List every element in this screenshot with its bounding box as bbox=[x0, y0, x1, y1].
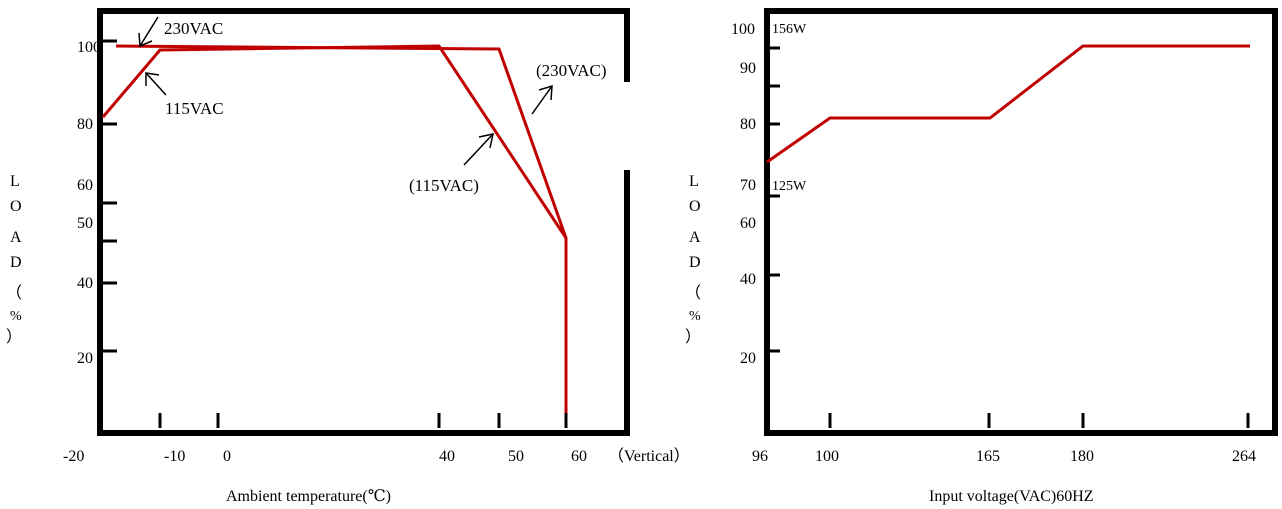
series-115vac-line bbox=[101, 44, 568, 239]
right-y-axis-label: L O A D （ % ） bbox=[685, 173, 701, 346]
left-x-ticks bbox=[158, 413, 568, 428]
right-y-ticks bbox=[767, 46, 780, 353]
right-x-tick-labels: 96 100 165 180 264 bbox=[752, 448, 1256, 465]
left-chart-frame bbox=[97, 8, 630, 436]
annotation-115vac: 115VAC bbox=[165, 99, 224, 118]
right-x-tick-label: 100 bbox=[815, 448, 839, 465]
left-y-label-char: （ bbox=[6, 284, 22, 302]
left-x-tick-label: -20 bbox=[63, 448, 84, 465]
right-y-label-char: （ bbox=[685, 284, 701, 302]
right-series-lines bbox=[766, 44, 1250, 164]
left-y-tick-label: 50 bbox=[77, 215, 93, 232]
left-y-label-char: ） bbox=[6, 328, 22, 346]
right-y-tick-label: 90 bbox=[740, 60, 756, 77]
left-y-label-char: D bbox=[10, 254, 22, 271]
arrow-icon bbox=[463, 133, 494, 166]
annotation-230vac-paren: (230VAC) bbox=[536, 61, 607, 80]
left-y-tick-label: 80 bbox=[77, 116, 93, 133]
left-annotations: 230VAC 115VAC (230VAC) (115VAC) bbox=[164, 19, 607, 195]
left-x-tick-label: 60 bbox=[571, 448, 587, 465]
right-chart: 100 90 80 70 60 40 20 96 100 165 180 264… bbox=[685, 8, 1278, 505]
right-y-tick-label: 80 bbox=[740, 116, 756, 133]
right-x-tick-label: 165 bbox=[976, 448, 1000, 465]
annotation-156w: 156W bbox=[772, 22, 807, 37]
left-y-tick-label: 40 bbox=[77, 275, 93, 292]
right-x-axis-label: Input voltage(VAC)60HZ bbox=[929, 488, 1094, 505]
left-y-tick-label: 20 bbox=[77, 350, 93, 367]
right-x-tick-label: 180 bbox=[1070, 448, 1094, 465]
arrow-icon bbox=[138, 16, 159, 48]
left-x-tick-label: （Vertical） bbox=[608, 447, 690, 465]
right-chart-frame bbox=[764, 8, 1278, 436]
left-x-tick-labels: -20 -10 0 40 50 60 （Vertical） bbox=[63, 447, 690, 465]
right-x-ticks bbox=[828, 413, 1250, 428]
right-y-tick-label: 60 bbox=[740, 215, 756, 232]
left-y-tick-label: 100 bbox=[77, 39, 101, 56]
left-y-tick-labels: 100 80 60 50 40 20 bbox=[77, 39, 101, 367]
left-y-ticks bbox=[100, 39, 117, 353]
annotation-115vac-paren: (115VAC) bbox=[409, 176, 479, 195]
left-y-label-char: O bbox=[10, 198, 22, 215]
right-y-label-char: % bbox=[689, 309, 701, 324]
right-y-label-char: O bbox=[689, 198, 701, 215]
right-x-tick-label: 264 bbox=[1232, 448, 1256, 465]
right-y-tick-label: 100 bbox=[731, 21, 755, 38]
right-y-tick-label: 40 bbox=[740, 271, 756, 288]
left-chart: 100 80 60 50 40 20 -20 -10 0 40 50 60 （V… bbox=[6, 8, 690, 505]
left-x-tick-label: 40 bbox=[439, 448, 455, 465]
series-input-voltage-line bbox=[766, 44, 1250, 164]
left-x-axis-label: Ambient temperature(℃) bbox=[226, 488, 391, 505]
left-y-tick-label: 60 bbox=[77, 177, 93, 194]
right-y-label-char: D bbox=[689, 254, 701, 271]
left-x-tick-label: 0 bbox=[223, 448, 231, 465]
left-x-tick-label: -10 bbox=[164, 448, 185, 465]
left-annotation-arrows bbox=[138, 16, 553, 166]
right-y-label-char: A bbox=[689, 229, 701, 246]
right-y-tick-labels: 100 90 80 70 60 40 20 bbox=[731, 21, 756, 367]
arrow-icon bbox=[145, 72, 167, 96]
left-x-tick-label: 50 bbox=[508, 448, 524, 465]
right-annotations: 156W 125W bbox=[772, 22, 807, 194]
arrow-icon bbox=[531, 84, 553, 115]
left-y-label-char: L bbox=[10, 173, 20, 190]
annotation-125w: 125W bbox=[772, 179, 807, 194]
left-y-label-char: % bbox=[10, 309, 22, 324]
right-y-label-char: L bbox=[689, 173, 699, 190]
right-y-tick-label: 20 bbox=[740, 350, 756, 367]
annotation-230vac: 230VAC bbox=[164, 19, 223, 38]
left-series-lines bbox=[101, 44, 568, 413]
right-x-tick-label: 96 bbox=[752, 448, 768, 465]
right-y-label-char: ） bbox=[685, 328, 701, 346]
left-y-label-char: A bbox=[10, 229, 22, 246]
right-y-tick-label: 70 bbox=[740, 177, 756, 194]
left-y-axis-label: L O A D （ % ） bbox=[6, 173, 22, 346]
